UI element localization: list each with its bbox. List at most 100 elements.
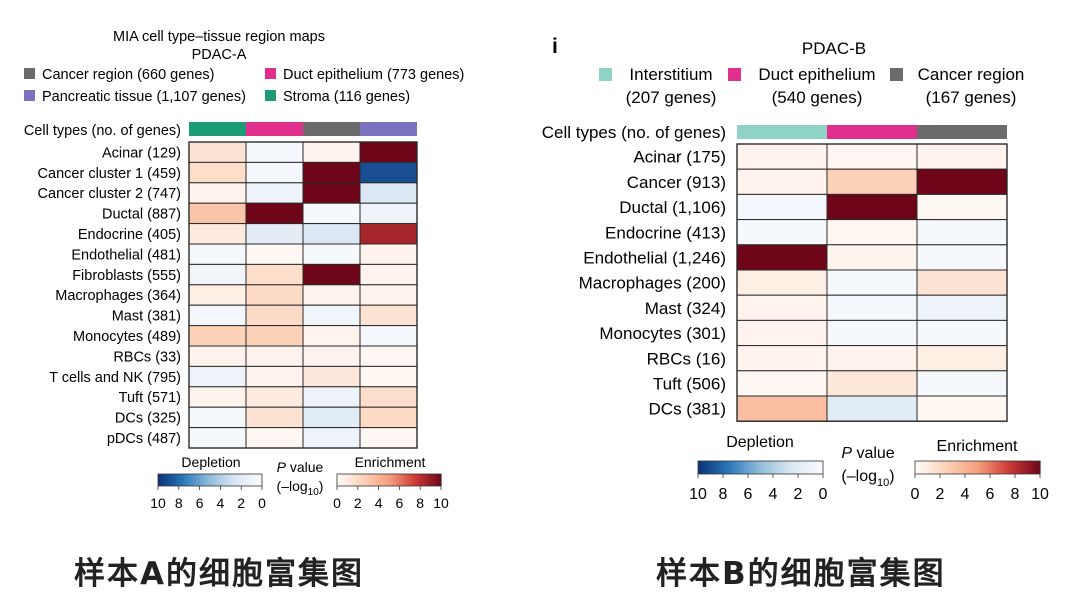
- colorbar-enrichment-segment: [937, 461, 941, 474]
- chart-title: MIA cell type–tissue region maps: [113, 29, 325, 45]
- row-label: Acinar (129): [102, 145, 181, 161]
- heatmap-cell: [736, 395, 828, 422]
- colorbar-enrichment-segment: [357, 474, 361, 486]
- colorbar-depletion-segment: [727, 461, 730, 474]
- colorbar-depletion-segment: [802, 461, 805, 474]
- colorbar-depletion-segment: [213, 474, 216, 486]
- colorbar-depletion-segment: [725, 461, 728, 474]
- colorbar-enrichment-segment: [929, 461, 933, 474]
- colorbar-enrichment-segment: [998, 461, 1002, 474]
- colorbar-enrichment-segment: [349, 474, 352, 486]
- heatmap-cell: [188, 161, 247, 184]
- row-label: Endothelial (481): [71, 247, 181, 263]
- colorbar-depletion-segment: [248, 474, 251, 486]
- colorbar-enrichment-segment: [987, 461, 991, 474]
- colorbar-tick-label: 10: [150, 495, 166, 511]
- column-header-interstitium: [737, 125, 827, 139]
- heatmap-cell: [188, 365, 247, 388]
- colorbar-depletion: [157, 473, 263, 487]
- row-label: Endocrine (405): [78, 227, 181, 243]
- colorbar-depletion-segment: [177, 474, 180, 486]
- colorbar-depletion-segment: [255, 474, 258, 486]
- legend-genes-cancer-region: (167 genes): [926, 88, 1017, 107]
- colorbar-depletion-segment: [783, 461, 787, 474]
- colorbar-enrichment-segment: [342, 474, 345, 486]
- colorbar-enrichment-segment: [399, 474, 402, 486]
- heatmap-cell: [245, 325, 304, 347]
- heatmap-cell: [826, 319, 918, 347]
- row-header: Cell types (no. of genes): [24, 123, 181, 139]
- colorbar-depletion-segment: [230, 474, 234, 486]
- colorbar-depletion-segment: [203, 474, 206, 486]
- heatmap-cell: [188, 304, 247, 327]
- colorbar-enrichment-segment: [927, 461, 931, 474]
- colorbar-depletion-segment: [170, 474, 173, 486]
- heatmap-cell: [736, 345, 828, 372]
- colorbar-enrichment-segment: [402, 474, 406, 486]
- heatmap-cell: [188, 386, 247, 408]
- row-label: Mast (324): [645, 299, 726, 318]
- colorbar-enrichment-segment: [969, 461, 972, 474]
- colorbar-depletion-segment: [201, 474, 204, 486]
- colorbar-depletion-segment: [192, 474, 195, 486]
- colorbar-enrichment-segment: [423, 474, 426, 486]
- colorbar-depletion-segment: [196, 474, 199, 486]
- colorbar-depletion-segment: [714, 461, 718, 474]
- colorbar-enrichment-segment: [940, 461, 943, 474]
- colorbar-depletion-segment: [229, 474, 232, 486]
- colorbar-depletion-segment: [204, 474, 208, 486]
- colorbar-tick-label: 4: [217, 495, 225, 511]
- row-label: Monocytes (489): [73, 329, 181, 345]
- colorbar-enrichment-segment: [435, 474, 439, 486]
- heatmap-cell: [188, 202, 247, 225]
- colorbar-enrichment-segment: [1008, 461, 1012, 474]
- heatmap-cell: [245, 182, 304, 204]
- heatmap-cell: [245, 427, 304, 449]
- colorbar-enrichment-segment: [425, 474, 428, 486]
- colorbar-enrichment-segment: [364, 474, 368, 486]
- colorbar-depletion-segment: [748, 461, 751, 474]
- heatmap-frame: [736, 143, 1008, 422]
- colorbar-enrichment-segment: [363, 474, 366, 486]
- colorbar-enrichment-segment: [350, 474, 354, 486]
- colorbar-depletion-segment: [708, 461, 712, 474]
- colorbar-depletion-segment: [187, 474, 190, 486]
- colorbar-depletion-segment: [190, 474, 194, 486]
- colorbar-enrichment-segment: [345, 474, 348, 486]
- row-label: pDCs (487): [107, 431, 181, 447]
- colorbar-depletion-segment: [739, 461, 743, 474]
- row-label: Cancer cluster 1 (459): [38, 166, 181, 182]
- heatmap-cell: [245, 243, 304, 265]
- caption-sample-a: 样本A的细胞富集图: [74, 556, 364, 592]
- colorbar-enrichment-segment: [983, 461, 987, 474]
- colorbar-enrichment-segment: [990, 461, 993, 474]
- heatmap-cell: [826, 219, 918, 246]
- chart-subtitle: PDAC-A: [192, 47, 247, 63]
- heatmap-cell: [736, 143, 828, 170]
- colorbar-depletion-segment: [253, 474, 256, 486]
- colorbar-enrichment-segment: [432, 474, 435, 486]
- colorbar-depletion-segment: [816, 461, 820, 474]
- colorbar-enrichment-segment: [409, 474, 413, 486]
- colorbar-enrichment-segment: [404, 474, 407, 486]
- heatmap-cell: [916, 319, 1008, 347]
- colorbar-tick-label: 8: [719, 486, 728, 503]
- colorbar-enrichment-segment: [977, 461, 981, 474]
- colorbar-enrichment-segment: [1006, 461, 1010, 474]
- colorbar-enrichment-label: Enrichment: [355, 454, 426, 470]
- heatmap-cell: [359, 223, 418, 245]
- heatmap-cell: [302, 325, 361, 347]
- colorbar-enrichment-segment: [389, 474, 392, 486]
- heatmap-cell: [302, 284, 361, 306]
- colorbar-enrichment-segment: [394, 474, 397, 486]
- colorbar-depletion-segment: [197, 474, 201, 486]
- colorbar-depletion-segment: [745, 461, 749, 474]
- colorbar-depletion-segment: [178, 474, 182, 486]
- colorbar-enrichment-segment: [950, 461, 954, 474]
- colorbar-depletion-segment: [206, 474, 209, 486]
- colorbar-enrichment-segment: [368, 474, 371, 486]
- colorbar-enrichment-segment: [958, 461, 962, 474]
- colorbar-enrichment-segment: [401, 474, 404, 486]
- heatmap-cell: [359, 202, 418, 225]
- colorbar-depletion-segment: [166, 474, 169, 486]
